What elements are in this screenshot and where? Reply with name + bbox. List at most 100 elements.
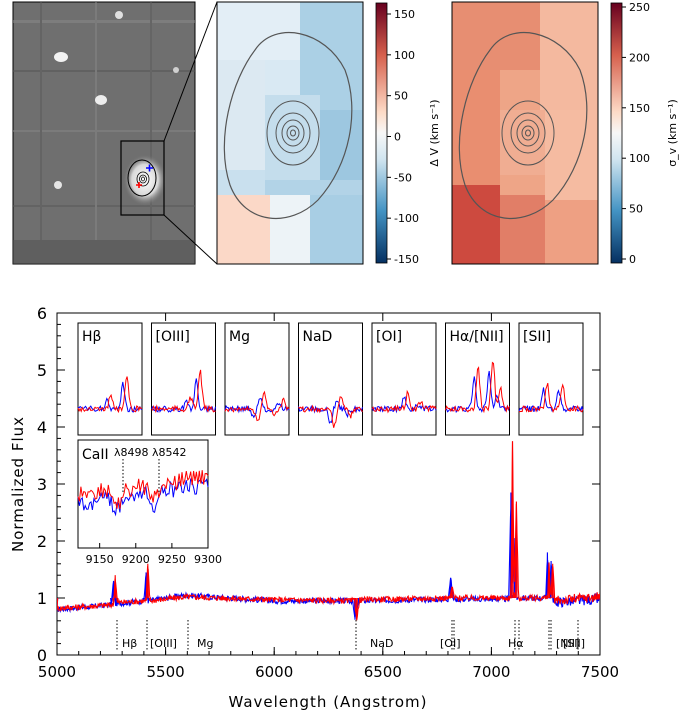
dispersion-map-panel	[451, 1, 599, 265]
caii-label: CaII	[82, 447, 109, 463]
line-marker-label: [SII]	[563, 637, 585, 650]
velocity-map-panel	[216, 1, 364, 265]
contour	[458, 32, 588, 220]
inset-label: Hα/[NII]	[450, 329, 504, 345]
caii-annotation: λ8542	[152, 446, 187, 459]
caii-annotation: λ8498	[114, 446, 149, 459]
inset-red-line	[445, 361, 510, 414]
inset-panel: NaD	[298, 322, 363, 436]
x-axis-label: Wavelength (Angstrom)	[228, 693, 427, 711]
y-tick-label: 4	[37, 418, 47, 437]
line-marker-label: NaD	[370, 637, 393, 650]
inset-frame	[518, 322, 584, 436]
colorbar-tick-label: 250	[629, 1, 650, 14]
zoom-insets: Hβ [OIII] Mg NaD [OI] Hα/[NII] [SII]	[77, 322, 584, 436]
star-blob	[95, 95, 107, 105]
inset-red-line	[151, 369, 216, 414]
star-blob	[115, 11, 123, 19]
x-tick-label: 6000	[255, 663, 293, 681]
colorbar-tick-label: 50	[629, 203, 643, 216]
inset-panel: Mg	[224, 322, 290, 436]
main-axes: 5000 5500 6000 6500 7000 7500 0 1 2 3 4 5 6	[37, 304, 619, 681]
inset-frame	[151, 322, 216, 436]
contour	[141, 176, 145, 182]
x-tick-label: 7500	[581, 663, 619, 681]
y-tick-label: 0	[37, 646, 47, 665]
inset-red-line	[298, 396, 363, 428]
contour	[516, 119, 540, 147]
velocity-redshift-region	[217, 195, 270, 264]
colorbar-tick-label: -150	[394, 253, 419, 266]
inset-frame	[445, 322, 510, 436]
caii-red-line	[77, 470, 209, 510]
colorbar-tick-label: 100	[394, 49, 415, 62]
x-tick-label: 7000	[472, 663, 510, 681]
sky-image-panel	[12, 1, 218, 265]
dispersion-colorbar: 250 200 150 100 50 0 σ_v (km s⁻¹)	[610, 1, 679, 266]
inset-red-line	[371, 389, 437, 414]
contour	[525, 129, 531, 137]
colorbar-tick-label: 200	[629, 51, 650, 64]
y-tick-label: 5	[37, 361, 47, 380]
colorbar-tick-label: 150	[629, 102, 650, 115]
inset-frame	[224, 322, 290, 436]
dispersion-high-region	[452, 185, 500, 264]
red-spectrum-peaks	[57, 441, 600, 619]
star-blob	[173, 67, 179, 73]
y-tick-label: 3	[37, 475, 47, 494]
zoom-box	[120, 140, 165, 216]
inset-label: NaD	[303, 329, 333, 345]
inset-panel: Hβ	[77, 322, 143, 436]
inset-blue-line	[224, 398, 290, 419]
line-marker-label: Mg	[197, 637, 213, 650]
colorbar-tick-label: 0	[629, 253, 636, 266]
y-tick-label: 1	[37, 589, 47, 608]
contour	[127, 159, 157, 197]
velocity-colorbar: 150 100 50 0 -50 -100 -150 Δ V (km s⁻¹)	[375, 2, 441, 266]
caii-inset: CaII λ8498 λ8542 9150 9200 9250 9300	[77, 439, 222, 566]
inset-blue-line	[371, 396, 437, 414]
x-tick-label: 5500	[147, 663, 185, 681]
inset-red-line	[224, 390, 290, 422]
caii-blue-line	[77, 478, 209, 517]
inset-blue-line	[445, 370, 510, 414]
inset-panel: [OIII]	[151, 322, 216, 436]
inset-blue-line	[518, 387, 584, 413]
contour	[139, 174, 147, 184]
main-series	[57, 441, 600, 621]
x-tick-label: 6500	[364, 663, 402, 681]
contour	[266, 100, 320, 166]
sky-image-texture	[13, 2, 195, 264]
colorbar-tick-label: 50	[394, 90, 408, 103]
colorbar-tick-label: 100	[629, 152, 650, 165]
y-axis-label: Normalized Flux	[9, 416, 27, 552]
inset-label: [SII]	[523, 329, 551, 345]
contour	[290, 129, 296, 137]
blue-cross-marker	[146, 164, 153, 172]
y-tick-label: 2	[37, 532, 47, 551]
x-tick-label: 5000	[38, 663, 76, 681]
contour	[510, 112, 546, 154]
star-blob	[54, 52, 68, 62]
zoom-line	[163, 1, 218, 142]
inset-label: Mg	[229, 329, 250, 345]
line-markers: Hβ [OIII] Mg NaD [OI] Hα [NII][SII]	[116, 620, 585, 650]
contour	[136, 171, 150, 187]
caii-x-tick-label: 9200	[122, 553, 150, 566]
line-marker-label: [NII]	[556, 637, 579, 650]
line-marker-label: [OIII]	[150, 637, 177, 650]
inset-frame	[298, 322, 363, 436]
inset-panel: Hα/[NII]	[445, 322, 510, 436]
contour	[501, 100, 555, 166]
inset-panel: [OI]	[371, 322, 437, 436]
caii-x-tick-label: 9300	[194, 553, 222, 566]
star-blob	[54, 181, 62, 189]
inset-frame	[77, 322, 143, 436]
contour	[223, 32, 353, 220]
colorbar-tick-label: 0	[394, 131, 401, 144]
contour	[521, 125, 535, 141]
galaxy-glow	[123, 154, 167, 206]
colorbar-tick-label: -100	[394, 212, 419, 225]
inset-label: [OI]	[376, 329, 402, 345]
